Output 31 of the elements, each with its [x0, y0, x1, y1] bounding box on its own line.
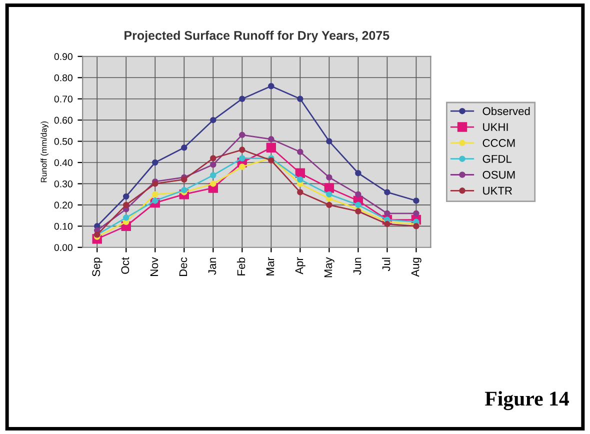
x-tick-label: Jul: [382, 258, 390, 272]
caption: Figure 14: [485, 391, 569, 410]
x-tick-label: Dec: [179, 257, 188, 276]
y-tick-label: 0.40: [54, 159, 72, 166]
x-tick-label: Oct: [121, 257, 130, 274]
legend-label: Observed: [482, 106, 530, 116]
x-tick-label: Apr: [295, 257, 306, 274]
x-tick-label: Feb: [236, 258, 246, 276]
x-tick-label: Nov: [150, 257, 158, 276]
y-tick-label: 0.80: [54, 74, 72, 82]
x-tick-label: Jun: [353, 258, 362, 275]
y-axis-title: Runoff (mm/day): [40, 121, 48, 182]
x-tick-label: May: [324, 257, 334, 278]
x-tick-label: Aug: [411, 258, 422, 277]
y-tick-label: 0.30: [54, 180, 72, 188]
y-tick-label: 0.70: [54, 96, 72, 102]
legend-label: OSUM: [482, 170, 515, 179]
x-tick-label: Jan: [208, 258, 216, 275]
y-tick-label: 0.90: [54, 53, 72, 60]
legend-label: UKHI: [483, 123, 508, 132]
legend-label: GFDL: [482, 154, 512, 163]
y-tick-label: 0.10: [54, 222, 72, 230]
x-tick-label: Mar: [266, 257, 274, 276]
y-tick-label: 0.50: [54, 138, 72, 145]
y-tick-label: 0.20: [54, 202, 72, 209]
y-tick-label: 0.60: [54, 116, 72, 124]
x-tick-label: Sep: [92, 258, 102, 276]
legend-label: UKTR: [483, 186, 512, 195]
legend-label: CCCM: [482, 139, 515, 147]
chart-title: Projected Surface Runoff for Dry Years, 2075: [124, 30, 390, 42]
y-tick-label: 0.00: [54, 244, 72, 251]
